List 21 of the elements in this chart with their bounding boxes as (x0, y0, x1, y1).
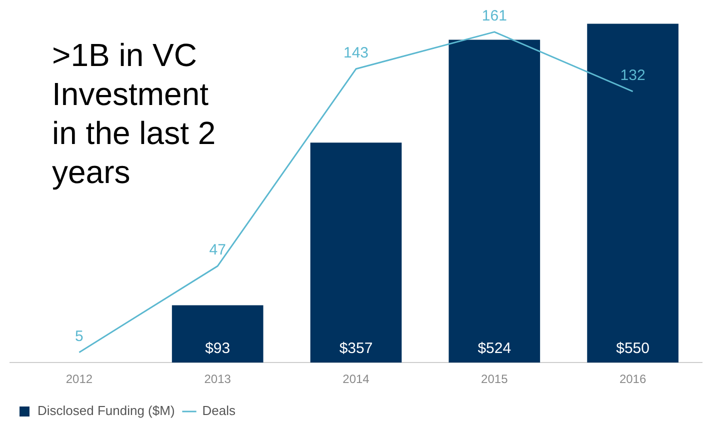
bar (172, 305, 264, 363)
data-label: $93 (205, 340, 230, 358)
data-label: 5 (75, 328, 84, 345)
data-label: $550 (616, 340, 650, 358)
data-label: 143 (343, 44, 369, 62)
legend-label: Deals (202, 403, 236, 418)
x-tick-label: 2016 (619, 372, 646, 386)
annotation: >1B in VC Investment in the last 2 years (52, 36, 217, 192)
data-label: $357 (339, 340, 373, 358)
x-tick-label: 2013 (204, 372, 232, 386)
bar (310, 142, 402, 363)
x-tick-label: 2012 (66, 372, 93, 386)
data-label: 161 (482, 8, 507, 25)
x-tick-label: 2015 (481, 372, 508, 386)
bar (448, 40, 540, 363)
x-tick-label: 2014 (342, 372, 370, 386)
data-label: 47 (209, 242, 226, 259)
data-label: 132 (620, 67, 646, 84)
bar (587, 24, 678, 363)
data-label: $524 (478, 340, 512, 358)
legend-label: Disclosed Funding ($M) (38, 403, 175, 418)
